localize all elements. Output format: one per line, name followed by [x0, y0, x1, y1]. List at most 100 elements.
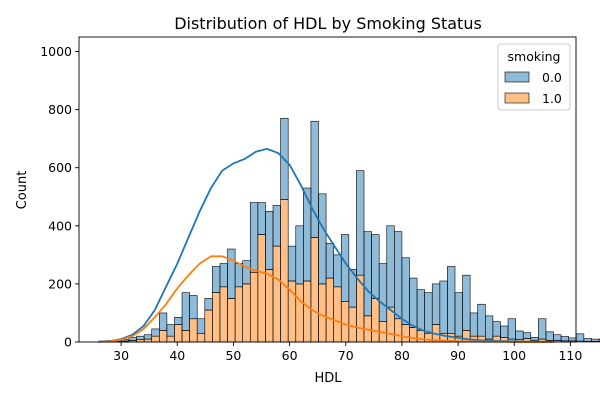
bar-smoking-1	[249, 271, 259, 343]
bar-smoking-0	[462, 274, 471, 331]
bar-smoking-1	[325, 277, 334, 343]
bar-smoking-0	[204, 298, 213, 311]
bar-smoking-1	[212, 292, 221, 343]
bar-smoking-1	[310, 237, 319, 343]
bar-smoking-1	[394, 318, 403, 343]
bar-smoking-0	[196, 318, 206, 334]
bar-smoking-0	[272, 205, 281, 247]
bar-smoking-0	[553, 334, 562, 341]
bar-smoking-0	[409, 277, 418, 328]
bar-smoking-0	[363, 231, 372, 317]
bar-smoking-0	[416, 289, 425, 331]
bar-smoking-1	[204, 309, 213, 343]
bar-smoking-0	[485, 315, 494, 340]
bar-smoking-0	[591, 338, 600, 342]
bar-smoking-1	[348, 306, 357, 343]
x-tick-label: 90	[450, 348, 466, 363]
y-tick-label: 0	[64, 335, 72, 350]
bar-smoking-0	[394, 231, 403, 320]
kde-line-smoking-1.0	[98, 255, 554, 343]
bar-smoking-0	[310, 120, 319, 238]
bar-smoking-1	[303, 280, 312, 343]
bar-smoking-0	[492, 321, 501, 337]
bar-smoking-1	[333, 286, 342, 343]
bar-smoking-1	[265, 269, 274, 343]
y-axis-label: Count	[15, 171, 30, 210]
y-tick-label: 800	[48, 102, 72, 117]
x-tick-label: 50	[225, 348, 241, 363]
bar-smoking-0	[249, 202, 259, 273]
bar-smoking-0	[234, 263, 244, 288]
bar-smoking-0	[181, 292, 190, 331]
x-axis-label: HDL	[314, 371, 342, 386]
legend-label: 0.0	[542, 70, 562, 85]
bar-smoking-1	[295, 283, 304, 343]
bar-smoking-0	[333, 254, 342, 288]
bar-smoking-0	[507, 318, 516, 340]
bar-smoking-1	[159, 330, 168, 343]
bar-smoking-0	[159, 312, 168, 331]
bar-smoking-0	[257, 202, 266, 235]
bar-smoking-0	[386, 225, 395, 308]
bar-smoking-0	[575, 333, 585, 342]
legend: smoking 0.01.0	[497, 43, 571, 111]
bar-smoking-1	[272, 245, 281, 343]
bar-smoking-1	[340, 301, 350, 343]
bar-smoking-0	[469, 312, 479, 337]
bar-smoking-1	[280, 199, 289, 343]
x-tick-label: 100	[502, 348, 526, 363]
bar-smoking-1	[166, 335, 175, 343]
plot-frame	[78, 36, 577, 343]
bar-smoking-0	[568, 337, 577, 342]
bar-smoking-0	[325, 242, 334, 279]
bar-smoking-0	[287, 245, 297, 282]
legend-label: 1.0	[542, 91, 562, 106]
bar-smoking-0	[174, 317, 183, 325]
x-tick-label: 70	[338, 348, 354, 363]
bar-smoking-1	[371, 298, 380, 343]
x-axis-ticks: 30 40 50 60 70 80 90 100 110	[113, 342, 582, 363]
y-tick-label: 1000	[40, 44, 72, 59]
bar-smoking-0	[439, 280, 448, 334]
x-tick-label: 60	[282, 348, 298, 363]
bar-smoking-0	[212, 266, 221, 293]
bar-smoking-0	[227, 248, 236, 299]
bar-smoking-0	[583, 338, 592, 342]
bar-smoking-0	[143, 334, 153, 340]
bar-smoking-1	[181, 330, 190, 343]
bar-smoking-0	[515, 330, 524, 340]
bar-smoking-1	[409, 327, 418, 343]
bar-smoking-0	[424, 292, 433, 334]
bar-smoking-1	[257, 234, 266, 343]
chart-title: Distribution of HDL by Smoking Status	[174, 14, 482, 33]
bar-smoking-0	[136, 335, 145, 340]
x-tick-label: 80	[394, 348, 410, 363]
x-tick-label: 30	[113, 348, 129, 363]
legend-swatch-1.0	[504, 92, 530, 104]
bar-smoking-0	[242, 260, 251, 285]
legend-items: 0.01.0	[504, 70, 562, 106]
x-tick-label: 110	[558, 348, 582, 363]
bar-smoking-1	[189, 318, 198, 343]
bar-smoking-0	[538, 318, 547, 340]
bar-smoking-1	[227, 298, 236, 343]
bar-smoking-0	[477, 303, 486, 337]
bar-smoking-1	[151, 335, 160, 343]
legend-swatch-0.0	[504, 71, 530, 83]
bar-smoking-0	[151, 328, 160, 337]
bar-smoking-1	[174, 324, 183, 343]
bar-smoking-1	[242, 283, 251, 343]
y-tick-label: 400	[48, 218, 72, 233]
bar-smoking-0	[295, 225, 304, 285]
bar-smoking-0	[340, 234, 350, 302]
kde-line-smoking-0.0	[98, 147, 554, 343]
bar-smoking-0	[189, 295, 198, 320]
bar-smoking-0	[545, 331, 554, 341]
bar-smoking-0	[371, 234, 380, 299]
bar-smoking-0	[560, 336, 569, 342]
kde-curves	[98, 147, 554, 343]
y-tick-label: 200	[48, 276, 72, 291]
bar-smoking-0	[500, 325, 509, 338]
bar-smoking-1	[401, 324, 410, 343]
bar-smoking-0	[128, 337, 137, 341]
